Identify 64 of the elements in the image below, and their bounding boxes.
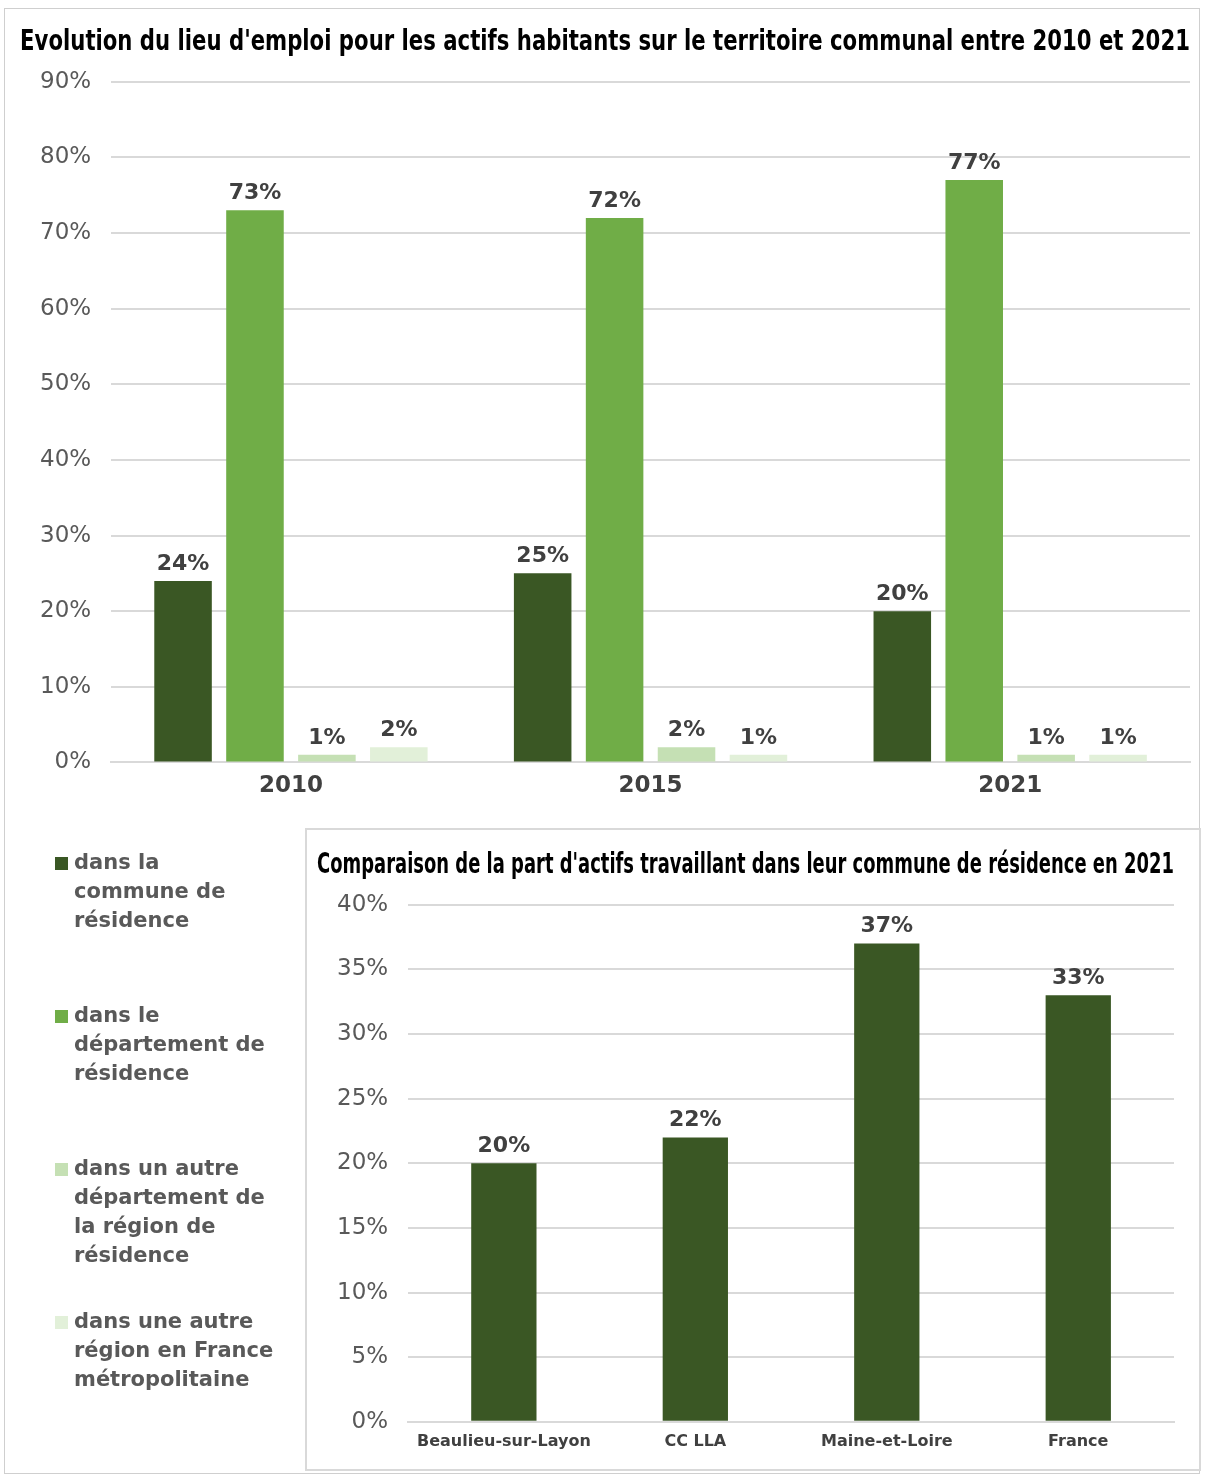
- chart-title: Comparaison de la part d'actifs travaillant dans leur commune de résidence en 2021: [317, 846, 1174, 881]
- legend-label: dans le département de résidence: [74, 1002, 266, 1087]
- x-tick-label: Beaulieu-sur-Layon: [416, 1430, 591, 1450]
- data-label: 20%: [875, 579, 929, 605]
- bar: [1089, 754, 1147, 762]
- y-tick-label: 20%: [337, 1148, 389, 1175]
- x-tick-label: France: [1048, 1430, 1109, 1450]
- data-label: 72%: [588, 186, 641, 212]
- y-tick-label: 35%: [337, 954, 389, 981]
- bar: [471, 1163, 537, 1421]
- data-label: 20%: [477, 1132, 531, 1158]
- data-label: 25%: [516, 542, 570, 568]
- y-tick-label: 10%: [337, 1277, 389, 1304]
- bar: [662, 1137, 728, 1421]
- y-tick-label: 80%: [40, 142, 92, 169]
- y-tick-label: 40%: [337, 889, 389, 916]
- bar: [585, 217, 644, 762]
- legend-label: dans la commune de résidence: [74, 849, 227, 934]
- y-tick-label: 5%: [351, 1342, 389, 1369]
- bar: [873, 611, 932, 762]
- data-label: 1%: [1099, 723, 1137, 749]
- x-tick-label: 2010: [258, 771, 323, 798]
- bar: [513, 573, 572, 762]
- data-label: 2%: [667, 715, 706, 741]
- legend-label: dans une autre région en France métropolitaine: [74, 1308, 275, 1393]
- bar: [370, 747, 428, 762]
- data-label: 1%: [308, 723, 346, 749]
- legend-label: dans un autre département de la région de résidence: [74, 1155, 266, 1269]
- data-label: 37%: [860, 912, 914, 938]
- bar: [1045, 995, 1111, 1421]
- bar: [226, 210, 284, 762]
- y-tick-label: 25%: [337, 1083, 389, 1110]
- bar: [945, 180, 1003, 762]
- x-tick-label: 2021: [978, 771, 1043, 798]
- y-tick-label: 20%: [40, 596, 92, 623]
- y-tick-label: 0%: [54, 747, 92, 774]
- data-label: 2%: [380, 715, 418, 741]
- y-tick-label: 10%: [40, 671, 92, 698]
- data-label: 22%: [668, 1106, 722, 1132]
- bar: [1017, 754, 1075, 762]
- bar: [298, 754, 356, 762]
- data-label: 73%: [228, 179, 282, 205]
- y-tick-label: 40%: [40, 444, 92, 471]
- bar: [154, 580, 212, 762]
- x-tick-label: CC LLA: [664, 1430, 727, 1450]
- y-tick-label: 90%: [40, 66, 92, 93]
- y-tick-label: 30%: [337, 1019, 389, 1046]
- data-label: 24%: [156, 549, 210, 575]
- y-tick-label: 30%: [40, 520, 92, 547]
- x-tick-label: Maine-et-Loire: [820, 1430, 953, 1450]
- y-tick-label: 60%: [40, 293, 92, 320]
- chart-title: Evolution du lieu d'emploi pour les actifs habitants sur le territoire communal entre 2010 et 2021: [20, 22, 1190, 57]
- y-tick-label: 0%: [351, 1406, 389, 1433]
- data-label: 1%: [739, 723, 778, 749]
- y-tick-label: 50%: [40, 369, 92, 396]
- x-tick-label: 2015: [618, 771, 683, 798]
- bar: [657, 747, 716, 762]
- data-label: 77%: [947, 148, 1001, 174]
- data-label: 33%: [1051, 963, 1105, 989]
- bar: [729, 754, 788, 762]
- data-label: 1%: [1027, 723, 1065, 749]
- y-tick-label: 15%: [337, 1212, 389, 1239]
- bar: [854, 943, 920, 1421]
- y-tick-label: 70%: [40, 218, 92, 245]
